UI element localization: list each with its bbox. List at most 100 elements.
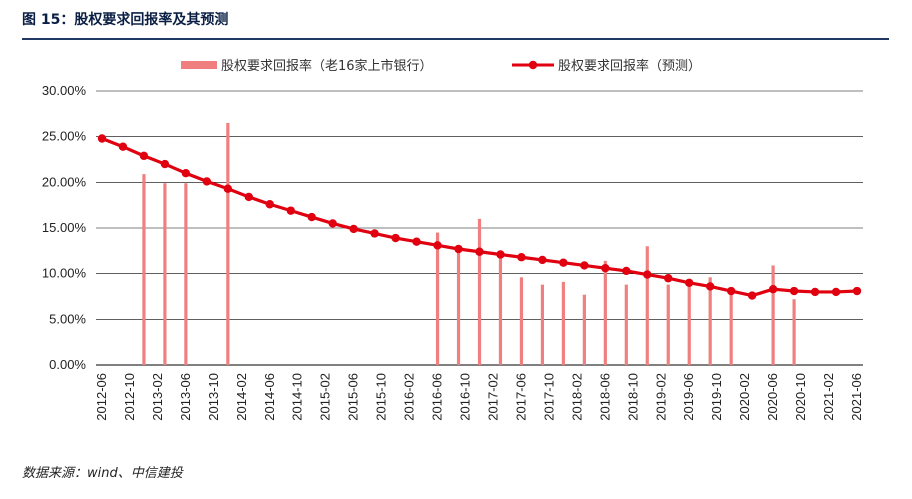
x-tick-label: 2017-06 — [513, 373, 528, 421]
bar — [456, 248, 461, 365]
forecast-point — [580, 261, 589, 270]
bar — [624, 284, 628, 365]
x-tick-label: 2014-10 — [290, 373, 305, 421]
x-tick-label: 2020-02 — [737, 373, 752, 421]
forecast-point — [244, 192, 254, 202]
forecast-point — [139, 151, 149, 161]
bar — [435, 232, 440, 365]
y-tick-label: 10.00% — [42, 266, 87, 281]
forecast-point — [223, 184, 233, 193]
x-tick-label: 2013-02 — [150, 373, 165, 421]
forecast-point — [433, 241, 442, 250]
forecast-point — [538, 255, 547, 265]
forecast-point — [349, 224, 358, 234]
legend-line-marker — [528, 60, 538, 70]
forecast-point — [810, 287, 820, 297]
forecast-point — [412, 237, 421, 246]
forecast-point — [496, 250, 505, 259]
forecast-point — [622, 266, 631, 276]
forecast-point — [370, 229, 379, 238]
forecast-point — [265, 200, 274, 209]
y-tick-label: 30.00% — [42, 83, 87, 98]
forecast-point — [831, 287, 841, 297]
bar — [666, 284, 670, 365]
x-tick-label: 2015-02 — [318, 373, 333, 421]
y-tick-label: 5.00% — [49, 311, 86, 326]
forecast-point — [97, 134, 107, 143]
bar — [603, 260, 607, 365]
forecast-point — [202, 177, 212, 186]
forecast-point — [307, 212, 316, 222]
forecast-point — [391, 233, 400, 243]
x-tick-label: 2016-02 — [402, 373, 417, 421]
bar — [708, 277, 712, 365]
bar — [519, 277, 524, 365]
bar — [582, 294, 586, 365]
source-note: 数据来源：wind、中信建投 — [22, 466, 183, 481]
forecast-point — [160, 159, 170, 169]
bar — [163, 183, 167, 365]
x-tick-label: 2018-06 — [597, 373, 612, 421]
bar — [498, 253, 503, 365]
bar — [540, 284, 545, 365]
bar — [561, 281, 565, 365]
bar — [645, 246, 649, 365]
forecast-point — [517, 253, 526, 262]
x-tick-label: 2015-10 — [374, 373, 389, 421]
legend-label-bars: 股权要求回报率（老16家上市银行） — [221, 58, 433, 74]
x-tick-label: 2021-06 — [849, 373, 864, 421]
x-tick-label: 2017-02 — [485, 373, 500, 421]
forecast-point — [559, 258, 568, 267]
forecast-point — [454, 244, 463, 254]
legend-bar-swatch — [181, 61, 217, 69]
x-tick-label: 2019-06 — [681, 373, 696, 421]
x-tick-label: 2015-06 — [346, 373, 361, 421]
y-tick-label: 0.00% — [49, 357, 86, 372]
forecast-point — [726, 286, 736, 296]
x-tick-label: 2014-06 — [262, 373, 277, 421]
bar — [729, 291, 733, 365]
forecast-point — [747, 291, 757, 300]
forecast-point — [664, 274, 673, 283]
forecast-point — [789, 286, 799, 296]
forecast-point — [286, 206, 295, 215]
bar — [184, 183, 188, 365]
legend-label-line: 股权要求回报率（预测） — [558, 58, 701, 74]
y-tick-label: 25.00% — [42, 129, 87, 144]
title-rule — [22, 38, 889, 40]
forecast-point — [475, 247, 484, 256]
x-tick-label: 2019-02 — [653, 373, 668, 421]
x-tick-label: 2017-10 — [541, 373, 556, 421]
x-tick-label: 2016-10 — [458, 373, 473, 421]
y-tick-label: 15.00% — [42, 220, 87, 235]
x-tick-label: 2012-06 — [94, 373, 109, 421]
x-tick-label: 2020-10 — [793, 373, 808, 421]
x-tick-label: 2012-10 — [122, 373, 137, 421]
x-tick-label: 2018-02 — [569, 373, 584, 421]
x-tick-label: 2020-06 — [765, 373, 780, 421]
forecast-point — [118, 142, 128, 151]
x-tick-label: 2013-10 — [206, 373, 221, 421]
forecast-point — [328, 219, 337, 228]
x-tick-label: 2019-10 — [709, 373, 724, 421]
x-tick-label: 2018-10 — [625, 373, 640, 421]
x-tick-label: 2016-06 — [430, 373, 445, 421]
bar — [477, 218, 482, 365]
x-tick-label: 2013-06 — [178, 373, 193, 421]
forecast-point — [181, 169, 191, 178]
bar — [771, 265, 775, 365]
x-tick-label: 2021-02 — [821, 373, 836, 421]
bar — [142, 174, 146, 365]
bar — [226, 122, 230, 365]
forecast-point — [852, 286, 862, 296]
forecast-point — [643, 270, 652, 279]
y-tick-label: 20.00% — [42, 174, 87, 189]
forecast-point — [705, 282, 715, 291]
x-tick-label: 2014-02 — [234, 373, 249, 421]
forecast-point — [601, 263, 610, 273]
figure-title: 图 15：股权要求回报率及其预测 — [22, 12, 229, 28]
forecast-point — [685, 278, 694, 287]
bar — [687, 280, 691, 365]
bar — [792, 299, 796, 365]
